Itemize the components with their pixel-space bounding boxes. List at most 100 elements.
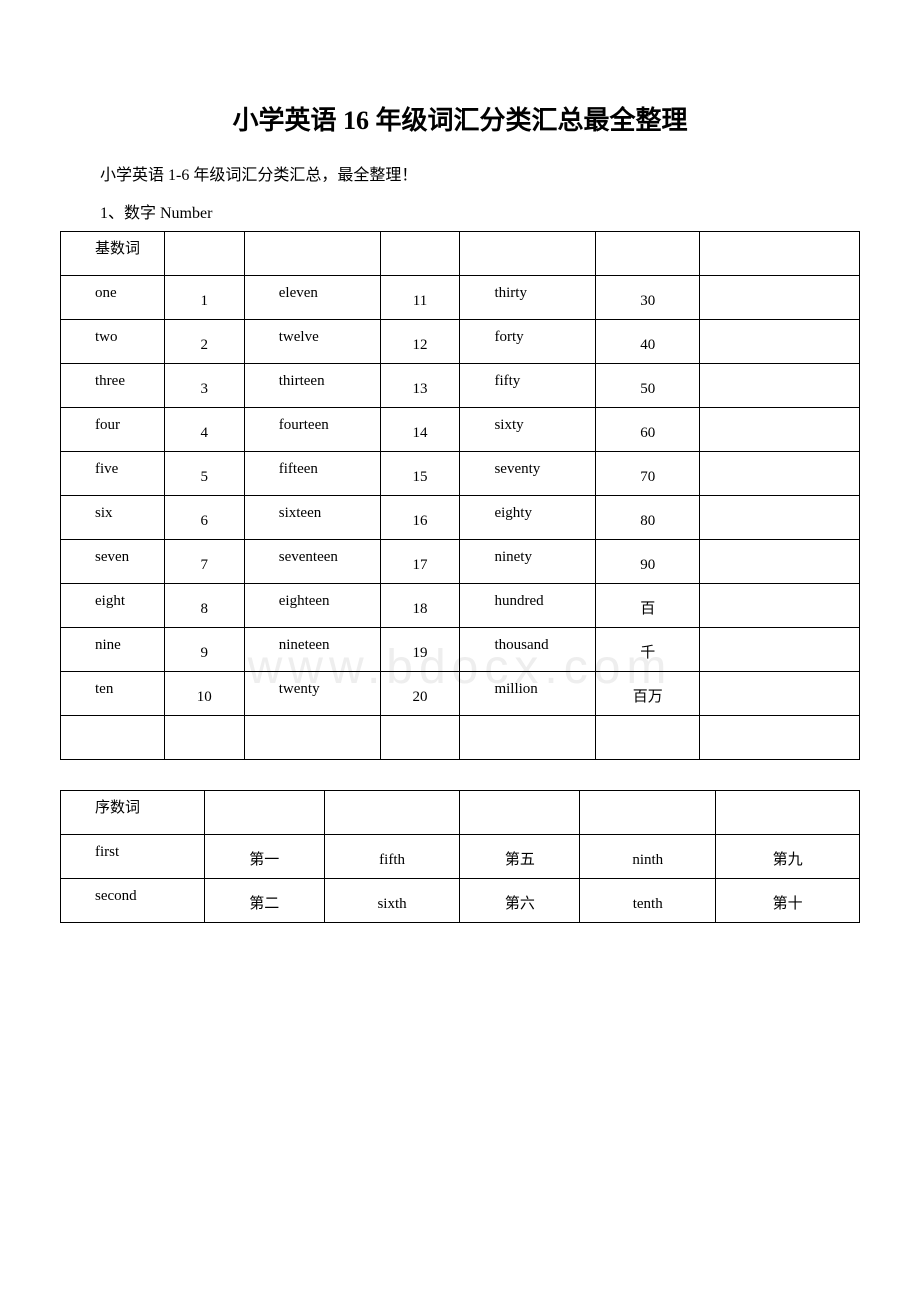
cell: 40	[600, 326, 695, 357]
cell: thirty	[464, 282, 591, 305]
cell	[596, 232, 700, 276]
cell: 1	[169, 282, 240, 313]
cell: 18	[385, 590, 456, 621]
cell: 第二	[209, 885, 320, 916]
cell: 14	[385, 414, 456, 445]
cell: forty	[464, 326, 591, 349]
cell	[380, 232, 460, 276]
cell: fifty	[464, 370, 591, 393]
cell: 5	[169, 458, 240, 489]
cell: 16	[385, 502, 456, 533]
cell	[580, 791, 716, 835]
cell: nine	[65, 634, 160, 657]
cell: 12	[385, 326, 456, 357]
table-row: four 4 fourteen 14 sixty 60	[61, 408, 860, 452]
cell	[204, 791, 324, 835]
cell: 20	[385, 678, 456, 709]
cell: 第五	[464, 841, 575, 872]
cell: one	[65, 282, 160, 305]
table-cardinal: 基数词 one 1 eleven 11 thirty 30 two 2 twel…	[60, 231, 860, 760]
table-row: one 1 eleven 11 thirty 30	[61, 276, 860, 320]
cell	[700, 716, 860, 760]
cell: 6	[169, 502, 240, 533]
cell: fourteen	[249, 414, 376, 437]
cell: six	[65, 502, 160, 525]
cell: 19	[385, 634, 456, 665]
cell: tenth	[584, 885, 711, 916]
cell: 2	[169, 326, 240, 357]
table-row: six 6 sixteen 16 eighty 80	[61, 496, 860, 540]
cell: twelve	[249, 326, 376, 349]
cell: sixteen	[249, 502, 376, 525]
cell: seventy	[464, 458, 591, 481]
cell: 9	[169, 634, 240, 665]
cell: first	[65, 841, 200, 864]
cell: 50	[600, 370, 695, 401]
cell: 4	[169, 414, 240, 445]
cell: 百	[600, 590, 695, 621]
cell: million	[464, 678, 591, 701]
table-row: three 3 thirteen 13 fifty 50	[61, 364, 860, 408]
table-row: 基数词	[61, 232, 860, 276]
cell: second	[65, 885, 200, 908]
cell: 10	[169, 678, 240, 709]
cell	[380, 716, 460, 760]
cell: 17	[385, 546, 456, 577]
cell: five	[65, 458, 160, 481]
cell: seven	[65, 546, 160, 569]
cell: fifth	[329, 841, 456, 872]
table-ordinal: 序数词 first 第一 fifth 第五 ninth 第九 second 第二…	[60, 790, 860, 923]
cell	[460, 232, 596, 276]
cell: twenty	[249, 678, 376, 701]
cell: 基数词	[65, 238, 160, 261]
subtitle: 小学英语 1-6 年级词汇分类汇总，最全整理！	[100, 161, 860, 185]
cell	[700, 232, 860, 276]
table-row: second 第二 sixth 第六 tenth 第十	[61, 879, 860, 923]
table-row: eight 8 eighteen 18 hundred 百	[61, 584, 860, 628]
cell: ninth	[584, 841, 711, 872]
cell: 序数词	[65, 797, 200, 820]
cell: seventeen	[249, 546, 376, 569]
cell	[244, 232, 380, 276]
cell: ten	[65, 678, 160, 701]
cell: two	[65, 326, 160, 349]
cell: thirteen	[249, 370, 376, 393]
table-row: nine 9 nineteen 19 thousand 千	[61, 628, 860, 672]
cell	[324, 791, 460, 835]
cell	[164, 716, 244, 760]
table-row: first 第一 fifth 第五 ninth 第九	[61, 835, 860, 879]
cell: eight	[65, 590, 160, 613]
cell	[716, 791, 860, 835]
cell: 80	[600, 502, 695, 533]
cell: nineteen	[249, 634, 376, 657]
section-label: 1、数字 Number	[100, 199, 860, 223]
cell: sixth	[329, 885, 456, 916]
cell: thousand	[464, 634, 591, 657]
cell: 7	[169, 546, 240, 577]
cell: eighteen	[249, 590, 376, 613]
table-row: five 5 fifteen 15 seventy 70	[61, 452, 860, 496]
cell: eighty	[464, 502, 591, 525]
cell: eleven	[249, 282, 376, 305]
table-row: ten 10 twenty 20 million 百万	[61, 672, 860, 716]
cell: 90	[600, 546, 695, 577]
cell: sixty	[464, 414, 591, 437]
cell: 第一	[209, 841, 320, 872]
table-row: 序数词	[61, 791, 860, 835]
cell: 千	[600, 634, 695, 665]
cell: three	[65, 370, 160, 393]
cell: 70	[600, 458, 695, 489]
page-title: 小学英语 16 年级词汇分类汇总最全整理	[60, 100, 860, 137]
cell	[244, 716, 380, 760]
cell	[61, 716, 165, 760]
cell: hundred	[464, 590, 591, 613]
cell: 30	[600, 282, 695, 313]
cell	[164, 232, 244, 276]
table-row	[61, 716, 860, 760]
cell: 8	[169, 590, 240, 621]
table-row: seven 7 seventeen 17 ninety 90	[61, 540, 860, 584]
cell: 60	[600, 414, 695, 445]
cell: 第六	[464, 885, 575, 916]
cell: ninety	[464, 546, 591, 569]
cell: 3	[169, 370, 240, 401]
